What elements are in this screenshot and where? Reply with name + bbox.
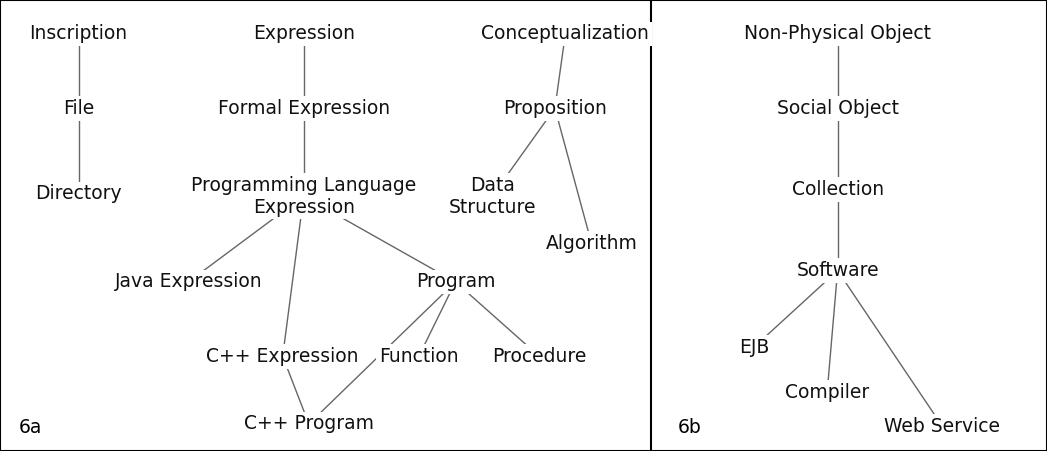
Text: Non-Physical Object: Non-Physical Object (744, 24, 931, 43)
Text: C++ Program: C++ Program (244, 414, 374, 433)
Text: Data
Structure: Data Structure (448, 176, 536, 216)
Text: Collection: Collection (792, 180, 884, 199)
Text: Algorithm: Algorithm (545, 234, 638, 253)
Text: 6b: 6b (677, 419, 701, 437)
Text: Conceptualization: Conceptualization (482, 24, 649, 43)
Text: Java Expression: Java Expression (115, 272, 262, 291)
Text: Inscription: Inscription (29, 24, 128, 43)
Text: Program: Program (416, 272, 495, 291)
Text: Software: Software (797, 261, 878, 280)
Text: Function: Function (379, 347, 459, 366)
Text: Procedure: Procedure (492, 347, 586, 366)
Text: File: File (63, 99, 94, 118)
Text: Compiler: Compiler (785, 383, 869, 402)
Text: Expression: Expression (252, 24, 355, 43)
Text: Formal Expression: Formal Expression (218, 99, 389, 118)
Text: Directory: Directory (36, 184, 121, 203)
Text: C++ Expression: C++ Expression (206, 347, 359, 366)
Text: EJB: EJB (738, 338, 770, 357)
Text: 6a: 6a (19, 419, 42, 437)
Text: Proposition: Proposition (503, 99, 607, 118)
Text: Programming Language
Expression: Programming Language Expression (191, 176, 417, 216)
Text: Social Object: Social Object (777, 99, 898, 118)
Text: Web Service: Web Service (885, 417, 1000, 436)
